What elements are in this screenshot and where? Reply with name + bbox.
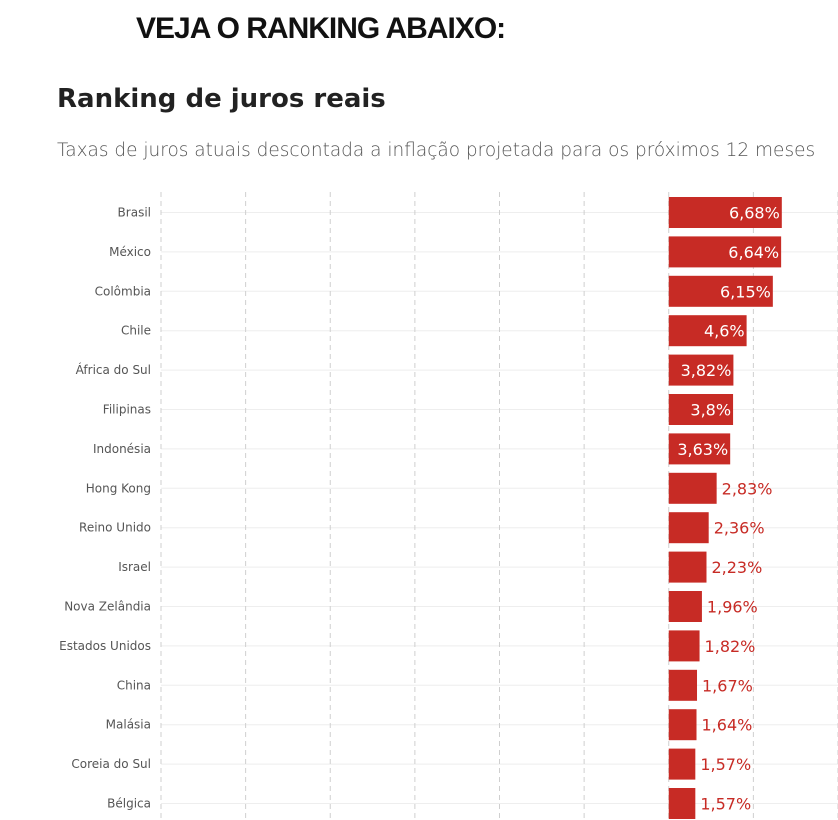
value-label: 1,96%	[707, 598, 758, 617]
bar	[668, 512, 709, 544]
bar	[668, 591, 702, 622]
value-label: 2,83%	[722, 479, 773, 498]
value-label: 3,8%	[690, 401, 731, 420]
bar	[668, 394, 734, 425]
chart-title: Ranking de juros reais	[57, 84, 386, 114]
bar	[668, 275, 773, 307]
bar	[668, 472, 717, 504]
bar	[668, 197, 782, 228]
category-label: Chile	[121, 324, 151, 338]
category-label: Brasil	[118, 206, 151, 220]
bar	[668, 236, 782, 268]
page-heading: VEJA O RANKING ABAIXO:	[136, 12, 506, 45]
bar	[668, 709, 697, 741]
category-label: Colômbia	[95, 284, 151, 298]
category-label: Coreia do Sul	[71, 757, 151, 771]
bar	[668, 669, 698, 701]
category-label: México	[109, 245, 151, 259]
bar	[668, 748, 696, 780]
value-label: 6,64%	[728, 243, 779, 262]
category-label: Nova Zelândia	[64, 600, 151, 614]
category-label: Filipinas	[103, 403, 151, 417]
value-label: 4,6%	[704, 322, 745, 341]
bar	[668, 630, 700, 662]
value-label: 1,67%	[702, 676, 753, 695]
category-label: Hong Kong	[86, 481, 151, 495]
category-label: Israel	[118, 560, 151, 574]
bar	[668, 354, 734, 386]
bar	[668, 788, 696, 819]
value-label: 6,15%	[720, 282, 771, 301]
value-label: 1,82%	[705, 637, 756, 656]
value-label: 1,57%	[700, 795, 751, 814]
category-label: Malásia	[106, 718, 151, 732]
value-label: 3,63%	[677, 440, 728, 459]
category-label: Reino Unido	[79, 521, 151, 535]
value-label: 2,36%	[714, 519, 765, 538]
value-label: 1,57%	[700, 755, 751, 774]
bar	[668, 433, 731, 465]
value-labels: 6,68% 6,64% 6,15% 4,6% 3,82% 3,8% 3,63% 2,83% 2,…	[676, 202, 781, 814]
category-label: África do Sul	[76, 362, 151, 377]
category-label: Indonésia	[93, 442, 151, 456]
bar	[668, 551, 707, 583]
value-label: 3,82%	[681, 361, 732, 380]
value-label: 1,64%	[702, 716, 753, 735]
category-label: Bélgica	[107, 797, 151, 811]
value-label: 6,68%	[729, 204, 780, 223]
value-label: 2,23%	[711, 558, 762, 577]
bars	[668, 197, 782, 819]
bar	[668, 315, 747, 347]
category-labels: Brasil México Colômbia Chile África do Sul Fi…	[59, 206, 151, 811]
category-label: China	[117, 678, 151, 692]
chart-subtitle: Taxas de juros atuais descontada a infla…	[57, 140, 816, 161]
category-label: Estados Unidos	[59, 639, 151, 653]
